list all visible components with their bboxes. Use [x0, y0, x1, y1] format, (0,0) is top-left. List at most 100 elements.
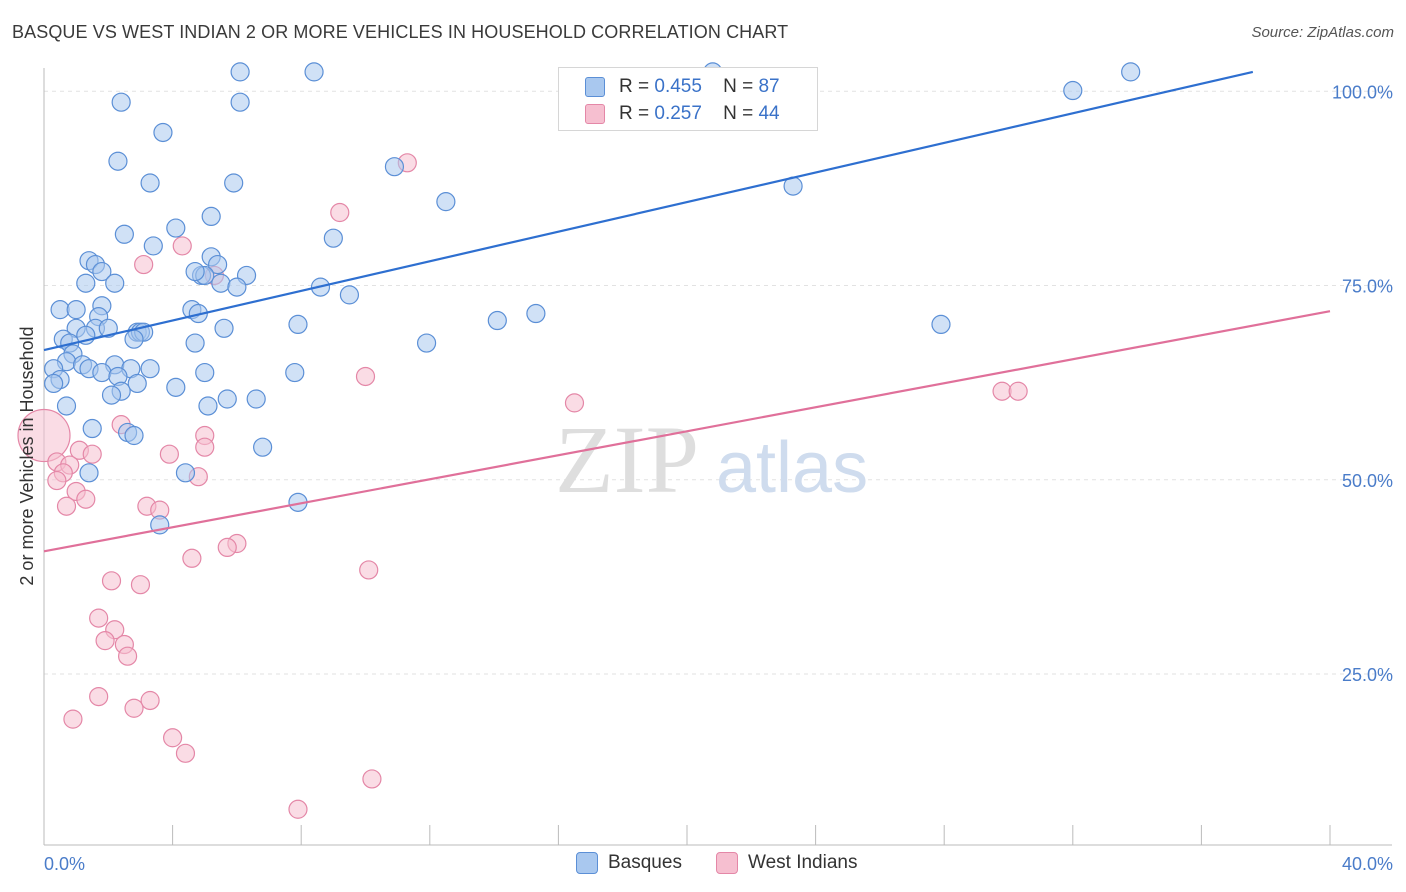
west-indians-point [355, 366, 376, 387]
basques-point [217, 389, 237, 409]
west-indians-point [172, 236, 192, 256]
basques-point [105, 273, 125, 293]
bottom-legend-swatch-west-indians [716, 852, 738, 874]
basques-point [487, 310, 507, 331]
legend-row-basques: R = 0.455 N = 87 [585, 74, 780, 100]
west-indians-point [47, 470, 67, 491]
basques-point [384, 157, 405, 177]
legend-r-label: R = [619, 103, 650, 124]
basques-point [185, 333, 205, 353]
west-indians-trend-line [43, 310, 1331, 553]
basques-point [124, 425, 144, 446]
west-indians-point [1008, 381, 1028, 401]
basques-point [185, 261, 205, 282]
west-indians-point [130, 575, 151, 595]
basques-point [211, 273, 231, 293]
basques-point [436, 192, 456, 212]
basques-point [230, 92, 250, 112]
basques-point [931, 314, 951, 335]
legend-n-label: N = [723, 76, 754, 97]
west-indians-point [117, 646, 138, 666]
basques-point [195, 362, 215, 383]
basques-point [166, 377, 186, 397]
west-indians-point [288, 799, 308, 819]
legend-n-value-west-indians: 44 [758, 103, 780, 124]
basques-point [108, 151, 128, 171]
bottom-legend-basques: Basques [576, 852, 682, 874]
watermark-atlas: atlas [716, 428, 868, 508]
basques-point [285, 362, 305, 383]
basques-point [304, 62, 324, 82]
y-tick-label: 75.0% [1342, 277, 1393, 297]
tick-labels: 25.0% 50.0% 75.0% 100.0% 0.0% 40.0% [44, 82, 1393, 874]
watermark-zip: ZIP [555, 406, 699, 513]
basques-point [140, 173, 160, 193]
basques-point [101, 385, 122, 405]
west-indians-point [89, 608, 109, 628]
legend-row-west-indians: R = 0.257 N = 44 [585, 101, 780, 127]
basques-point [50, 300, 70, 320]
watermark: ZIP atlas [555, 406, 868, 513]
basques-point [153, 122, 173, 143]
basques-point [1121, 62, 1141, 82]
bottom-legend-swatch-basques [576, 852, 598, 874]
west-indians-point [89, 686, 109, 707]
basques-point [288, 314, 308, 335]
legend-r-value-basques: 0.455 [654, 76, 702, 97]
west-indians-point [182, 548, 202, 568]
y-tick-label: 25.0% [1342, 665, 1393, 685]
legend-n-value-basques: 87 [758, 76, 780, 97]
trend-lines [43, 70, 1331, 553]
basques-point [44, 373, 64, 394]
basques-point [201, 206, 221, 227]
basques-point [92, 261, 112, 282]
basques-point [230, 62, 250, 82]
chart-title: BASQUE VS WEST INDIAN 2 OR MORE VEHICLES… [12, 22, 789, 42]
west-indians-point [175, 743, 196, 763]
west-indians-points [17, 153, 1028, 819]
bottom-legend-label-basques: Basques [608, 852, 682, 873]
basques-point [1063, 80, 1083, 101]
y-tick-label: 100.0% [1332, 82, 1393, 102]
basques-point [114, 224, 134, 244]
basques-point [79, 463, 99, 483]
legend-r-value-west-indians: 0.257 [654, 103, 702, 124]
basques-point [98, 318, 118, 338]
y-axis-label: 2 or more Vehicles in Household [17, 326, 37, 585]
stats-legend: R = 0.455 N = 87 R = 0.257 N = 44 [558, 67, 818, 131]
west-indians-point [101, 571, 122, 591]
basques-points [44, 62, 1141, 535]
basques-point [526, 303, 546, 324]
legend-r-label: R = [619, 76, 650, 97]
west-indians-point [163, 728, 183, 748]
legend-n-label: N = [723, 103, 754, 124]
source-credit: Source: ZipAtlas.com [1251, 24, 1394, 41]
west-indians-point [124, 698, 144, 718]
west-indians-point [140, 690, 160, 711]
bottom-legend-west-indians: West Indians [716, 852, 857, 874]
west-indians-point [56, 496, 77, 516]
basques-point [56, 396, 77, 416]
x-tick-label: 40.0% [1342, 854, 1393, 874]
west-indians-point [359, 560, 379, 580]
basques-point [66, 300, 86, 320]
basques-point [198, 396, 218, 416]
west-indians-point [195, 437, 215, 457]
legend-swatch-west-indians [585, 104, 605, 124]
basques-point [339, 285, 360, 305]
basques-point [246, 389, 266, 409]
basques-point [166, 218, 186, 238]
y-tick-label: 50.0% [1342, 471, 1393, 491]
basques-point [124, 329, 144, 349]
west-indians-point [95, 631, 115, 651]
west-indians-point [330, 202, 350, 223]
west-indians-point [63, 709, 83, 729]
basques-point [253, 437, 273, 457]
basques-point [416, 333, 437, 353]
basques-point [76, 273, 96, 293]
basques-point [92, 362, 112, 383]
basques-point [224, 173, 244, 193]
west-indians-point [992, 381, 1012, 401]
west-indians-point [159, 444, 179, 464]
